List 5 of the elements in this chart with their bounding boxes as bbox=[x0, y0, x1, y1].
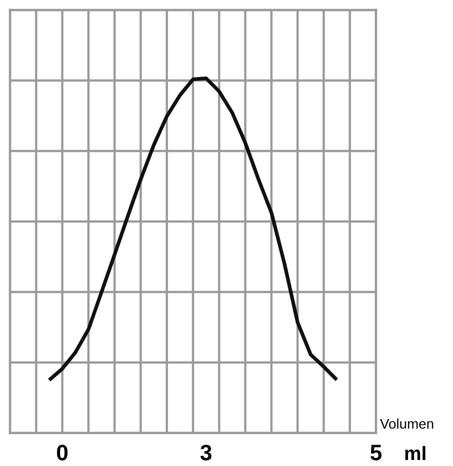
text: ml bbox=[405, 446, 426, 460]
x-tick-label: 3 bbox=[200, 444, 212, 460]
x-axis-title: Volumen bbox=[380, 418, 434, 429]
x-tick-label: 5 bbox=[370, 444, 382, 460]
x-tick-label: 0 bbox=[56, 444, 68, 460]
